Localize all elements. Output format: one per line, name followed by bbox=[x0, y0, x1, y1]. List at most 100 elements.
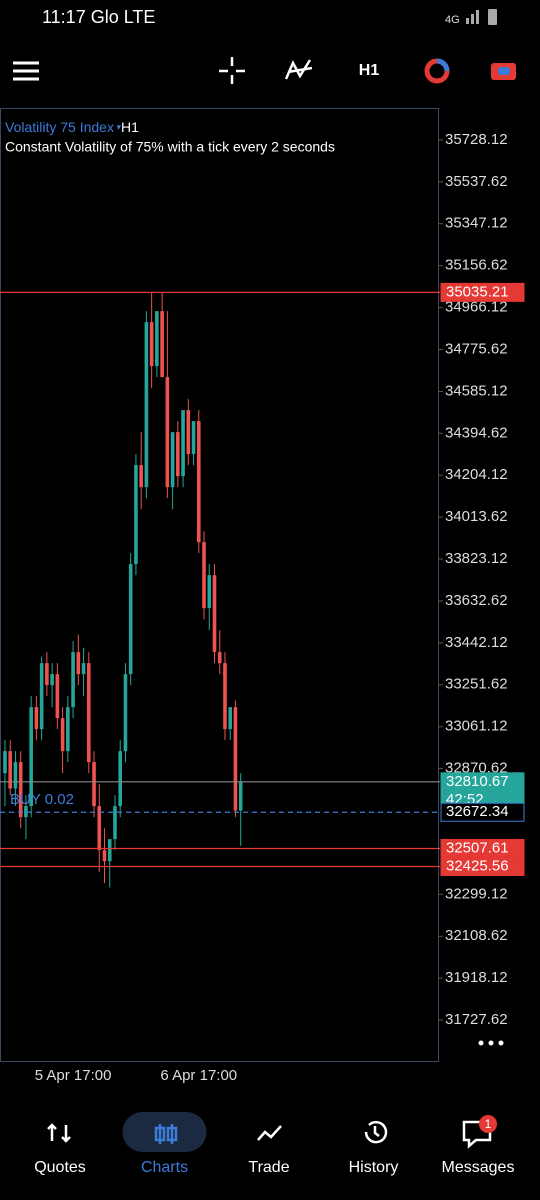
y-tick-label: 35537.62 bbox=[445, 173, 508, 190]
candle-body bbox=[238, 781, 243, 811]
nav-label[interactable]: Quotes bbox=[34, 1159, 86, 1176]
menu-icon[interactable] bbox=[13, 61, 39, 81]
candle-body bbox=[233, 707, 238, 811]
candle-body bbox=[34, 707, 39, 730]
candle-body bbox=[8, 751, 13, 789]
candle-body bbox=[149, 322, 154, 367]
price-level-tag bbox=[440, 282, 525, 302]
indicators-icon[interactable] bbox=[284, 59, 313, 80]
y-tick-label: 33061.12 bbox=[445, 718, 508, 735]
candle-body bbox=[228, 707, 233, 730]
candle-body bbox=[18, 762, 23, 818]
chart-frame bbox=[0, 108, 439, 1062]
y-tick-label: 34966.12 bbox=[445, 299, 508, 316]
bottom-nav: Quotes Charts Trade History Messages 1 bbox=[34, 1112, 514, 1176]
nav-icon bbox=[364, 1120, 388, 1144]
candle-body bbox=[186, 410, 191, 455]
x-tick-label: 6 Apr 17:00 bbox=[160, 1067, 237, 1084]
nav-badge-count: 1 bbox=[485, 1117, 492, 1131]
trade-icon-part bbox=[498, 67, 510, 75]
nav-label[interactable]: Trade bbox=[248, 1159, 289, 1176]
y-tick-label: 35347.12 bbox=[445, 215, 508, 232]
price-level-label: 32425.56 bbox=[446, 857, 509, 874]
nav-icon bbox=[154, 1124, 178, 1144]
candle-body bbox=[107, 839, 112, 862]
y-tick-label: 34013.62 bbox=[445, 508, 508, 525]
price-level-tag bbox=[440, 802, 525, 822]
candle-body bbox=[176, 432, 180, 477]
objects-icon-part bbox=[436, 58, 450, 72]
candle-body bbox=[170, 432, 175, 488]
y-tick-label: 32108.62 bbox=[445, 927, 508, 944]
y-tick-label: 33632.62 bbox=[445, 592, 508, 609]
candle-body bbox=[55, 674, 60, 719]
nav-label[interactable]: Messages bbox=[442, 1159, 515, 1176]
price-level-tag bbox=[440, 857, 525, 877]
y-tick-label: 31918.12 bbox=[445, 969, 508, 986]
candle-body bbox=[212, 575, 217, 653]
candle-body bbox=[139, 465, 143, 488]
candle-body bbox=[60, 718, 65, 752]
candle-body bbox=[39, 663, 44, 730]
candle-body bbox=[66, 707, 70, 752]
candle-body bbox=[181, 410, 185, 477]
y-tick-label: 31727.62 bbox=[445, 1011, 508, 1028]
status-network: 4G bbox=[445, 14, 460, 26]
y-tick-label: 32299.12 bbox=[445, 885, 508, 902]
crosshair-icon[interactable] bbox=[219, 57, 245, 84]
candle-body bbox=[102, 850, 107, 862]
candle-body bbox=[207, 575, 212, 609]
candle-body bbox=[202, 542, 206, 609]
chart-timeframe: H1 bbox=[121, 119, 139, 135]
candle-body bbox=[86, 663, 91, 763]
candle-body bbox=[97, 806, 102, 851]
y-tick-label: 34775.62 bbox=[445, 340, 508, 357]
nav-icon bbox=[47, 1123, 71, 1143]
y-tick-label: 34585.12 bbox=[445, 382, 508, 399]
y-tick-label: 33251.62 bbox=[445, 676, 508, 693]
candle-body bbox=[165, 377, 170, 488]
y-tick-label: 34204.12 bbox=[445, 466, 508, 483]
timeframe-button[interactable]: H1 bbox=[359, 62, 380, 79]
candle-body bbox=[144, 322, 149, 488]
candle-body bbox=[223, 663, 227, 730]
position-label: BUY 0.02 bbox=[10, 791, 74, 808]
nav-badge bbox=[479, 1115, 497, 1133]
candle-body bbox=[217, 652, 222, 664]
y-tick-label: 35156.62 bbox=[445, 257, 508, 274]
nav-icon bbox=[257, 1125, 282, 1141]
chart-header: Volatility 75 Index ▾H1 bbox=[5, 119, 139, 135]
candle-body bbox=[92, 762, 96, 807]
nav-label[interactable]: Charts bbox=[141, 1159, 188, 1176]
nav-label[interactable]: History bbox=[349, 1159, 399, 1176]
y-tick-label: 33442.12 bbox=[445, 634, 508, 651]
price-level-label: 32507.61 bbox=[446, 839, 509, 856]
price-level-label: 35035.21 bbox=[446, 283, 509, 300]
candle-body bbox=[3, 751, 7, 774]
status-time: 11:17 Glo LTE bbox=[42, 7, 155, 27]
candle-body bbox=[81, 663, 86, 675]
signal-battery bbox=[466, 9, 497, 25]
candle-body bbox=[76, 652, 81, 675]
plot: 35728.12 35537.62 35347.12 35156.62 34966.12… bbox=[0, 131, 525, 1084]
candle-body bbox=[13, 762, 18, 789]
y-tick-label: 33823.12 bbox=[445, 550, 508, 567]
x-tick-label: 5 Apr 17:00 bbox=[35, 1067, 112, 1084]
candle-body bbox=[196, 421, 201, 543]
y-tick-label: 34394.62 bbox=[445, 424, 508, 441]
candle-body bbox=[118, 751, 123, 807]
candle-body bbox=[191, 421, 196, 455]
candle-body bbox=[155, 311, 159, 367]
chart-subtitle: Constant Volatility of 75% with a tick e… bbox=[5, 139, 335, 155]
candle-body bbox=[45, 663, 49, 686]
more-icon[interactable] bbox=[478, 1040, 504, 1046]
candle-body bbox=[160, 311, 164, 378]
price-level-label: 32810.67 bbox=[446, 773, 509, 790]
symbol[interactable]: Volatility 75 Index bbox=[5, 119, 114, 135]
candle-body bbox=[128, 564, 133, 675]
candle-body bbox=[29, 707, 33, 807]
y-tick-label: 35728.12 bbox=[445, 131, 508, 148]
candle-body bbox=[50, 674, 54, 686]
